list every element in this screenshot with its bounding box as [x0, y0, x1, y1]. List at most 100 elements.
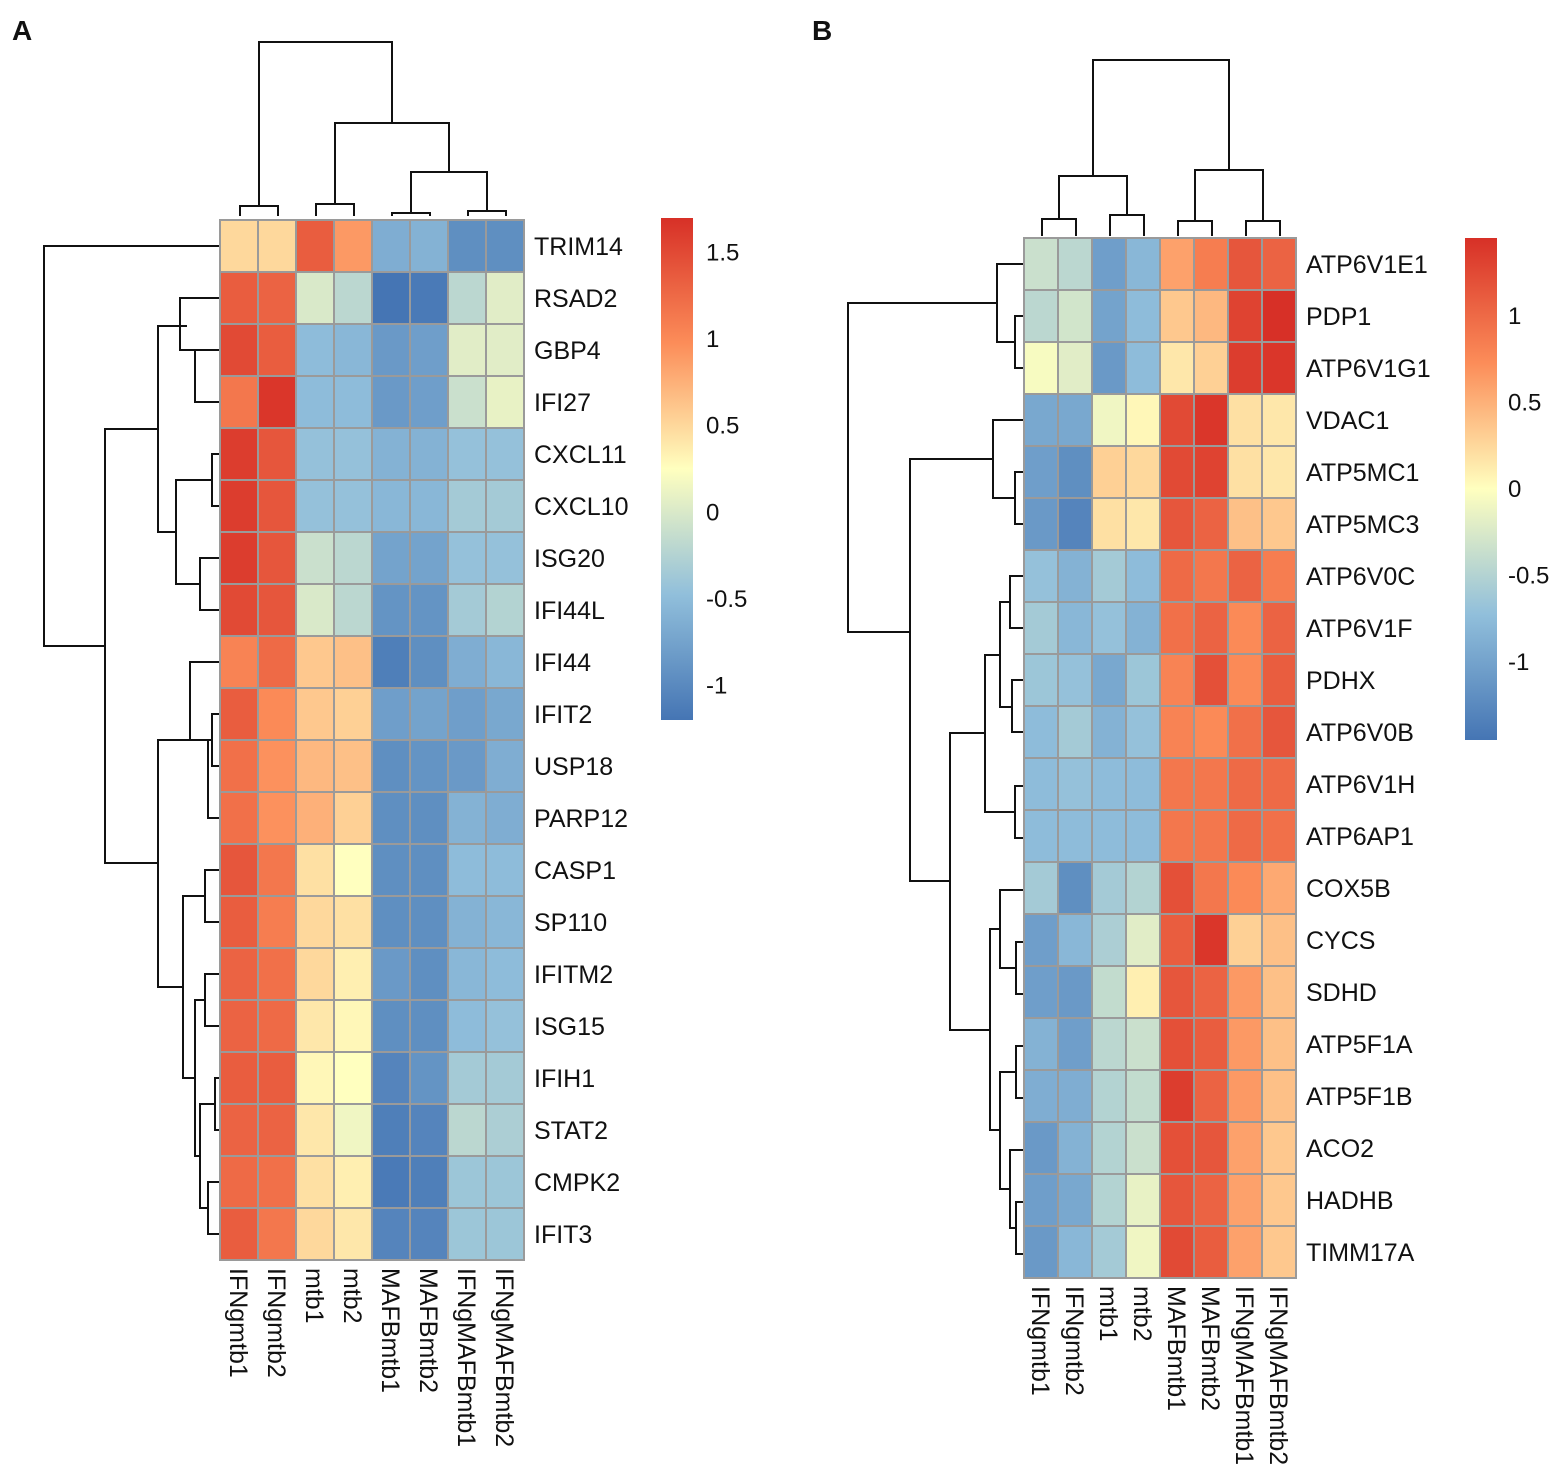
heatmap-cell [409, 427, 449, 481]
heatmap-cell [219, 1207, 259, 1261]
heatmap-cell [409, 219, 449, 273]
row-label: ISG20 [534, 545, 605, 573]
heatmap-cell [333, 635, 373, 689]
color-legend-b: 1 0.5 0 -0.5 -1 [1465, 238, 1549, 740]
heatmap-cell [1057, 341, 1093, 395]
heatmap-cell [1159, 1017, 1195, 1071]
heatmap-cell [371, 479, 411, 533]
legend-tick-label: 1 [706, 326, 719, 353]
heatmap-cell [257, 843, 297, 897]
heatmap-cell [447, 635, 487, 689]
heatmap-cell [257, 739, 297, 793]
heatmap-cell [485, 895, 525, 949]
row-label: RSAD2 [534, 285, 617, 313]
heatmap-cell [1023, 1173, 1059, 1227]
heatmap-cell [371, 427, 411, 481]
heatmap-cell [485, 323, 525, 377]
heatmap-cell [447, 687, 487, 741]
heatmap-cell [1125, 861, 1161, 915]
heatmap-cell [1261, 757, 1297, 811]
heatmap-cell [447, 323, 487, 377]
heatmap-cell [1261, 289, 1297, 343]
heatmap-cell [257, 531, 297, 585]
column-label: IFNgmtb2 [1060, 1286, 1088, 1396]
heatmap-cell [1261, 965, 1297, 1019]
heatmap-cell [1227, 653, 1263, 707]
heatmap-cell [1057, 861, 1093, 915]
heatmap-cell [409, 1051, 449, 1105]
row-label: ATP5MC1 [1306, 459, 1419, 487]
heatmap-cell [1057, 497, 1093, 551]
row-label: IFI27 [534, 389, 591, 417]
heatmap-cell [1057, 653, 1093, 707]
heatmap-cell [219, 271, 259, 325]
heatmap-cell [447, 947, 487, 1001]
heatmap-cell [1193, 653, 1229, 707]
heatmap-cell [409, 323, 449, 377]
heatmap-cell [333, 219, 373, 273]
heatmap-cell [295, 323, 335, 377]
heatmap-cell [1193, 289, 1229, 343]
heatmap-cell [333, 479, 373, 533]
heatmap-cell [1057, 757, 1093, 811]
heatmap-cell [295, 739, 335, 793]
legend-tick-label: -0.5 [706, 586, 747, 613]
heatmap-cell [1091, 965, 1127, 1019]
legend-tick-label: 0.5 [706, 413, 739, 440]
legend-bar-b [1465, 238, 1497, 740]
heatmap-cell [1227, 393, 1263, 447]
heatmap-cell [371, 947, 411, 1001]
heatmap-cell [257, 1207, 297, 1261]
row-label: CYCS [1306, 927, 1375, 955]
heatmap-cell [1125, 757, 1161, 811]
column-label: mtb1 [1094, 1286, 1122, 1342]
heatmap-cell [295, 687, 335, 741]
heatmap-cell [219, 479, 259, 533]
row-label: ATP6V1G1 [1306, 355, 1431, 383]
row-label: ISG15 [534, 1013, 605, 1041]
heatmap-cell [1261, 913, 1297, 967]
heatmap-cell [1261, 393, 1297, 447]
heatmap-cell [1159, 289, 1195, 343]
row-label: IFIT3 [534, 1221, 592, 1249]
heatmap-cell [1091, 445, 1127, 499]
heatmap-cell [1091, 757, 1127, 811]
heatmap-cell [295, 479, 335, 533]
heatmap-cell [295, 271, 335, 325]
heatmap-cell [1091, 341, 1127, 395]
heatmap-cell [1227, 1017, 1263, 1071]
row-label: ATP6V1E1 [1306, 251, 1428, 279]
heatmap-cell [485, 843, 525, 897]
heatmap-panel-b: B [812, 15, 1549, 1465]
heatmap-cell [447, 375, 487, 429]
legend-ticks-a: 1.5 1 0.5 0 -0.5 -1 [706, 240, 747, 700]
legend-tick-label: 0 [1508, 476, 1521, 503]
heatmap-cell [1227, 809, 1263, 863]
heatmap-cell [1091, 653, 1127, 707]
heatmap-cell [1261, 1017, 1297, 1071]
heatmap-cell [295, 531, 335, 585]
heatmap-cell [1091, 549, 1127, 603]
heatmap-cell [1023, 289, 1059, 343]
heatmap-cell [1227, 1173, 1263, 1227]
heatmap-cell [1227, 237, 1263, 291]
heatmap-cell [333, 999, 373, 1053]
heatmap-grid-a [219, 219, 525, 1261]
column-dendrogram-a [239, 41, 507, 216]
heatmap-cell [219, 635, 259, 689]
heatmap-cell [333, 1103, 373, 1157]
heatmap-cell [1159, 965, 1195, 1019]
heatmap-cell [219, 375, 259, 429]
row-label: IFIH1 [534, 1065, 595, 1093]
heatmap-cell [447, 843, 487, 897]
row-label: ATP6V0C [1306, 563, 1415, 591]
column-label: IFNgmtb2 [262, 1268, 290, 1378]
heatmap-cell [1261, 1121, 1297, 1175]
legend-tick-label: 1.5 [706, 240, 739, 267]
heatmap-cell [371, 531, 411, 585]
heatmap-cell [485, 375, 525, 429]
heatmap-cell [409, 739, 449, 793]
heatmap-cell [1023, 705, 1059, 759]
column-label: mtb1 [300, 1268, 328, 1324]
heatmap-cell [485, 687, 525, 741]
